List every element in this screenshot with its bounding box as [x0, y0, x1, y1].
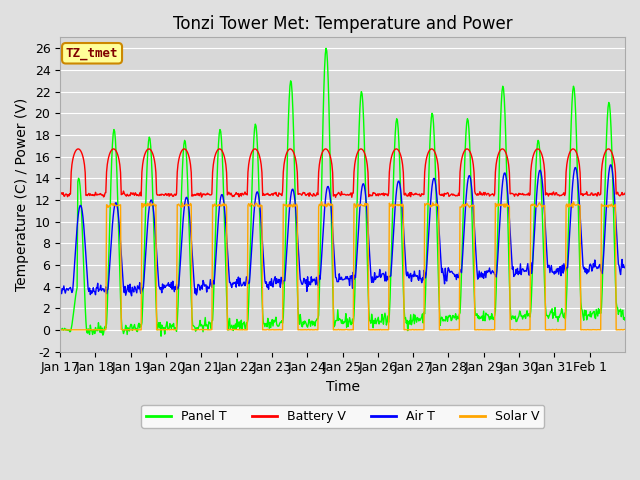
Y-axis label: Temperature (C) / Power (V): Temperature (C) / Power (V) [15, 98, 29, 291]
Text: TZ_tmet: TZ_tmet [66, 47, 118, 60]
Title: Tonzi Tower Met: Temperature and Power: Tonzi Tower Met: Temperature and Power [173, 15, 513, 33]
X-axis label: Time: Time [326, 380, 360, 394]
Legend: Panel T, Battery V, Air T, Solar V: Panel T, Battery V, Air T, Solar V [141, 405, 544, 428]
